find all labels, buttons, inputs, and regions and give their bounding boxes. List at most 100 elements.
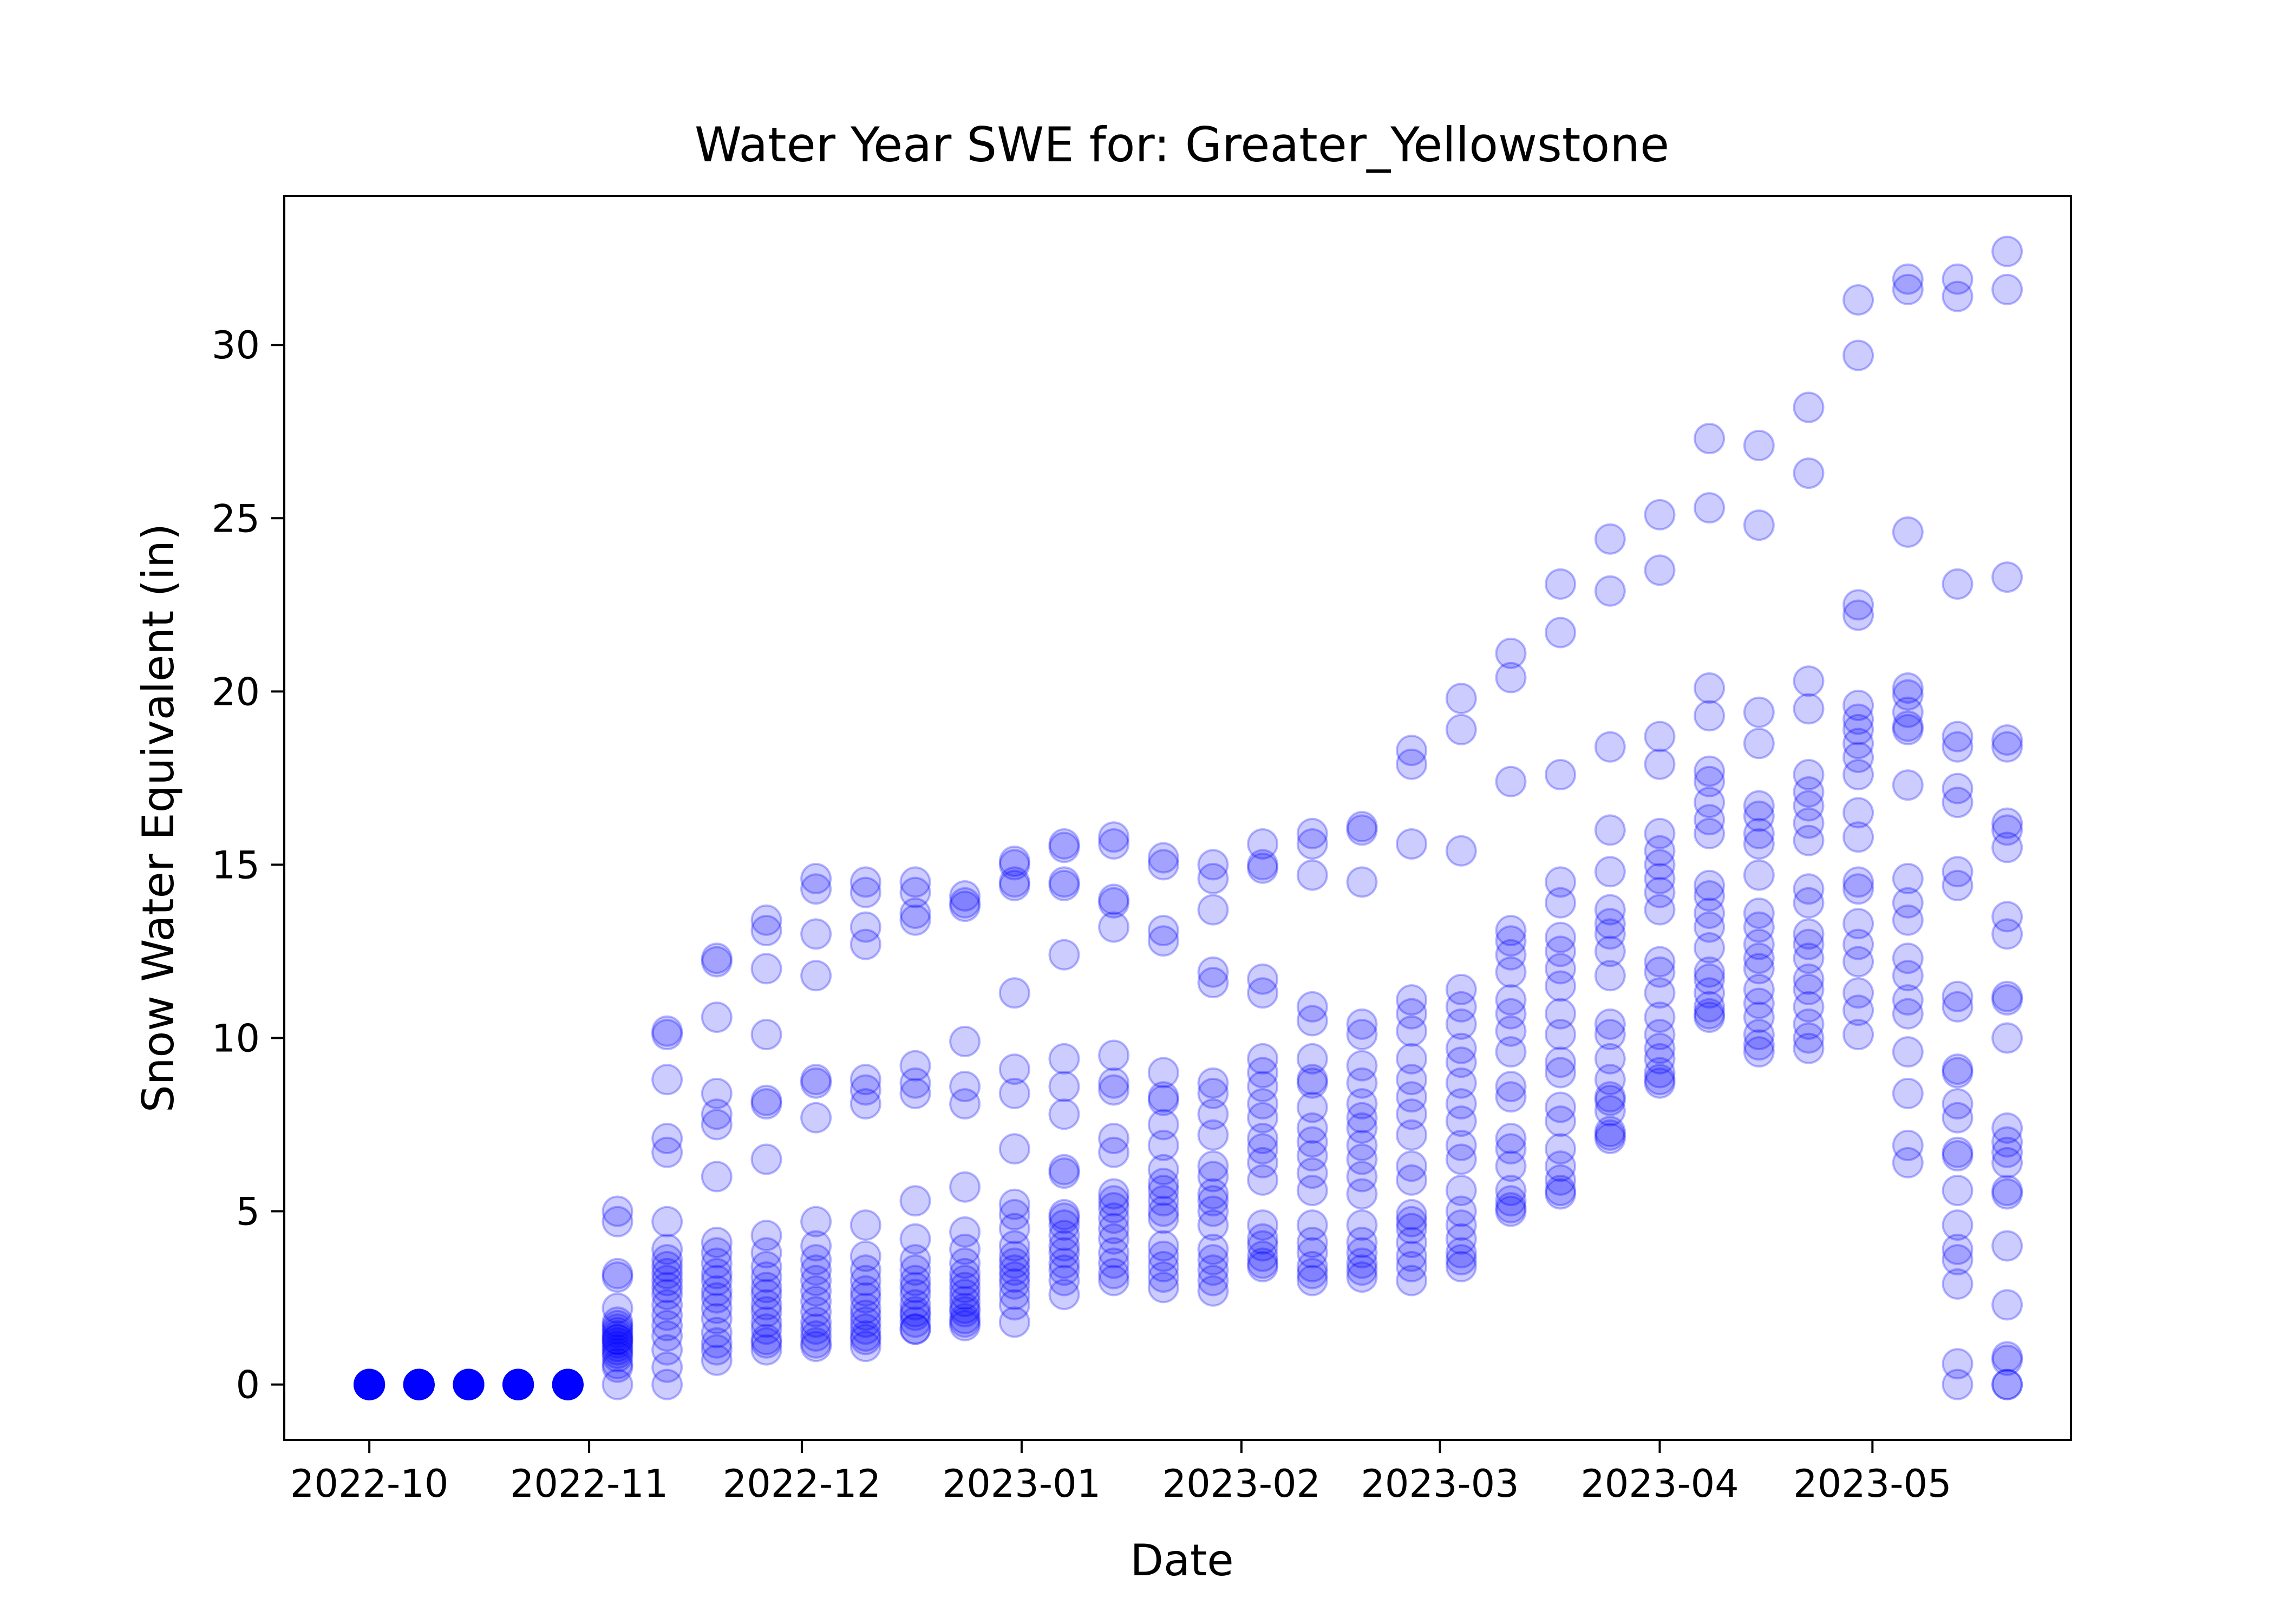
data-point (1991, 814, 2023, 846)
data-point (354, 1368, 385, 1400)
data-point (1991, 731, 2023, 763)
data-point (651, 1368, 683, 1400)
data-point (949, 1258, 981, 1289)
data-point (949, 1306, 981, 1338)
data-point (899, 1306, 931, 1338)
data-point (1147, 1202, 1179, 1234)
x-tick-label: 2023-05 (1793, 1462, 1951, 1506)
data-point (1644, 1032, 1676, 1064)
data-point (1247, 1247, 1279, 1279)
data-point (1644, 835, 1676, 867)
data-point (750, 1220, 782, 1252)
data-point (1793, 928, 1825, 960)
data-point (651, 1244, 683, 1276)
data-point (1147, 1168, 1179, 1200)
data-point (1147, 1081, 1179, 1113)
data-point (1445, 1129, 1477, 1161)
data-point (1793, 1022, 1825, 1054)
data-point (651, 1258, 683, 1289)
data-point (1594, 814, 1626, 846)
data-point (899, 1313, 931, 1345)
data-point (1892, 713, 1924, 745)
data-point (1247, 1164, 1279, 1196)
data-point (1445, 1032, 1477, 1064)
data-point (1842, 873, 1874, 905)
data-point (1842, 946, 1874, 978)
data-point (1743, 828, 1775, 860)
data-point (453, 1368, 485, 1400)
data-point (750, 1272, 782, 1304)
data-point (1495, 637, 1527, 669)
data-point (1445, 1223, 1477, 1255)
data-point (1098, 1192, 1130, 1224)
data-point (1396, 1265, 1428, 1296)
data-point (1346, 1227, 1378, 1259)
data-point (602, 1341, 633, 1373)
data-point (701, 1001, 733, 1033)
data-point (1694, 880, 1726, 912)
plot-frame (283, 195, 2072, 1441)
data-point (1743, 728, 1775, 759)
data-point (701, 1317, 733, 1348)
data-point (1743, 953, 1775, 985)
data-point (1694, 787, 1726, 818)
data-point (651, 1064, 683, 1096)
data-point (602, 1320, 633, 1352)
y-tick-label: 30 (212, 323, 260, 368)
data-point (1991, 984, 2023, 1016)
data-point (1545, 1057, 1577, 1089)
data-point (453, 1368, 485, 1400)
data-point (1991, 235, 2023, 267)
data-point (701, 1334, 733, 1366)
x-tick-label: 2023-02 (1162, 1462, 1321, 1506)
data-point (998, 866, 1030, 898)
y-tick-label: 5 (236, 1190, 260, 1234)
data-point (1793, 887, 1825, 919)
data-point (1296, 1126, 1328, 1158)
data-point (403, 1368, 435, 1400)
data-point (1594, 1123, 1626, 1155)
data-point (1048, 939, 1080, 971)
data-point (701, 1292, 733, 1324)
data-point (552, 1368, 584, 1400)
data-point (1048, 1247, 1080, 1279)
data-point (1396, 1064, 1428, 1096)
data-point (899, 1289, 931, 1321)
data-point (1048, 831, 1080, 863)
data-point (1991, 1112, 2023, 1144)
data-point (1346, 1019, 1378, 1051)
data-point (949, 1303, 981, 1334)
data-point (602, 1309, 633, 1341)
data-point (552, 1368, 584, 1400)
data-point (1396, 1199, 1428, 1230)
data-point (1793, 873, 1825, 905)
data-point (354, 1368, 385, 1400)
data-point (1793, 1032, 1825, 1064)
data-point (602, 1317, 633, 1348)
data-point (1445, 1195, 1477, 1227)
data-point (1346, 811, 1378, 842)
data-point (750, 904, 782, 936)
data-point (1247, 1209, 1279, 1241)
data-point (800, 1265, 832, 1296)
data-point (949, 1279, 981, 1311)
data-point (1495, 1015, 1527, 1047)
data-point (1197, 967, 1229, 999)
data-point (1594, 1019, 1626, 1051)
data-point (1445, 835, 1477, 867)
data-point (1396, 1164, 1428, 1196)
data-point (1644, 1067, 1676, 1099)
data-point (1743, 429, 1775, 461)
data-point (354, 1368, 385, 1400)
data-point (1197, 1209, 1229, 1241)
data-point (1495, 984, 1527, 1016)
data-point (354, 1368, 385, 1400)
data-point (949, 1309, 981, 1341)
data-point (552, 1368, 584, 1400)
data-point (602, 1331, 633, 1363)
data-point (1495, 765, 1527, 797)
data-point (502, 1368, 534, 1400)
data-point (1842, 928, 1874, 960)
data-point (1545, 921, 1577, 953)
